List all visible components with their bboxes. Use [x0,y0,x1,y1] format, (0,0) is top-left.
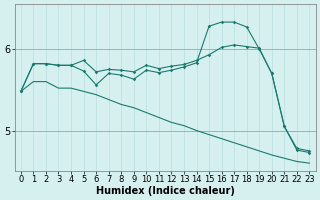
X-axis label: Humidex (Indice chaleur): Humidex (Indice chaleur) [96,186,235,196]
